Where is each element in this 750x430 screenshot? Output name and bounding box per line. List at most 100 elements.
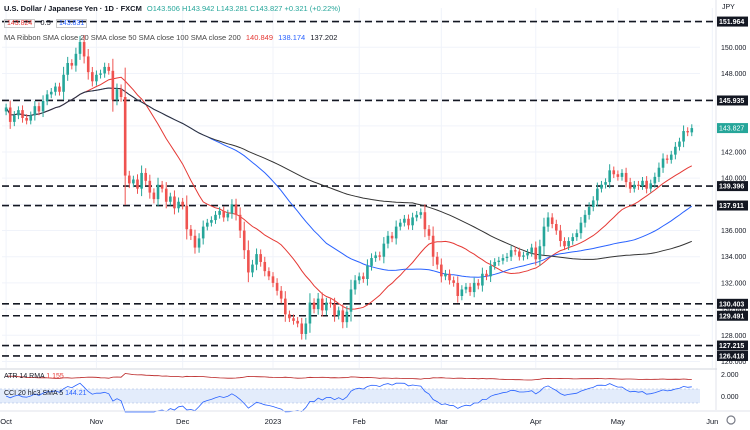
candle-body: [140, 172, 143, 189]
candle-body: [481, 273, 484, 286]
x-tick-label: Dec: [176, 417, 190, 426]
candle-body: [637, 184, 640, 187]
candle-body: [345, 311, 349, 323]
candle-body: [136, 179, 139, 189]
candle-body: [431, 235, 435, 257]
symbol-title[interactable]: U.S. Dollar / Japanese Yen · 1D · FXCM: [4, 4, 142, 13]
candle-body: [148, 180, 152, 193]
candle-body: [107, 66, 111, 71]
level-label: 145.935: [719, 98, 744, 105]
ask-price[interactable]: 143.831: [55, 19, 88, 28]
y-tick-label: 128.000: [721, 333, 746, 340]
candle-body: [505, 256, 509, 259]
cci-band: [0, 389, 700, 403]
candle-body: [173, 196, 176, 209]
candle-body: [575, 233, 579, 238]
candle-body: [41, 100, 45, 112]
candle-body: [103, 66, 106, 74]
candle-body: [435, 256, 439, 265]
candle-body: [382, 243, 386, 257]
settings-gear-icon[interactable]: [726, 415, 736, 425]
candle-body: [604, 182, 607, 185]
candle-body: [403, 218, 406, 223]
indicator-panel: 2.000 0.000: [0, 368, 739, 413]
candle-body: [612, 170, 616, 175]
candle-body: [353, 280, 357, 290]
candle-body: [452, 280, 455, 283]
candle-body: [304, 323, 308, 334]
candle-body: [123, 97, 127, 176]
candle-body: [189, 229, 193, 236]
candle-body: [616, 174, 620, 177]
candle-body: [394, 226, 398, 239]
candle-body: [669, 154, 673, 160]
candle-body: [407, 218, 410, 226]
level-tag: [717, 310, 748, 321]
candle-body: [193, 235, 197, 248]
candle-body: [267, 271, 271, 277]
ma-title[interactable]: MA Ribbon SMA close 20 SMA close 50 SMA …: [4, 33, 241, 42]
candle-body: [468, 286, 472, 293]
candle-body: [263, 261, 267, 272]
chart-grid: [2, 8, 713, 368]
candle-body: [567, 241, 570, 247]
candle-body: [538, 246, 542, 260]
candle-body: [296, 320, 299, 324]
candle-body: [78, 42, 82, 54]
y-tick-label: 126.000: [721, 359, 746, 366]
level-label: 127.215: [719, 343, 744, 350]
candle-body: [370, 258, 373, 266]
candle-body: [91, 72, 94, 82]
y-tick-label: 148.000: [721, 71, 746, 78]
candle-body: [559, 230, 562, 242]
candle-body: [4, 107, 8, 112]
candle-body: [591, 200, 595, 207]
candle-body: [127, 175, 131, 184]
cci-line: [5, 382, 692, 413]
candle-body: [292, 318, 295, 321]
candle-body: [653, 176, 657, 184]
ma-value-100: 137.202: [310, 33, 338, 42]
candle-body: [657, 167, 661, 177]
candle-body: [230, 204, 234, 214]
candle-body: [415, 214, 418, 218]
candle-body: [152, 192, 156, 200]
sma-100-line: [5, 87, 692, 260]
cci-label[interactable]: CCI 20 hlc3 SMA 5: [4, 390, 64, 397]
atr-legend: ATR 14 RMA 1.155: [4, 373, 64, 380]
candle-body: [649, 183, 653, 189]
candle-body: [440, 264, 443, 277]
candle-body: [275, 282, 279, 291]
y-tick-label: 130.000: [721, 307, 746, 314]
quote-row: 143.824 0.5 143.831: [4, 18, 90, 28]
candle-body: [563, 241, 566, 247]
candle-body: [633, 184, 636, 189]
candle-body: [390, 235, 394, 239]
ma-legend: MA Ribbon SMA close 20 SMA close 50 SMA …: [4, 33, 340, 42]
bid-price[interactable]: 143.824: [4, 19, 36, 28]
chart-header: U.S. Dollar / Japanese Yen · 1D · FXCM O…: [4, 4, 343, 13]
candle-body: [160, 184, 164, 189]
candle-body: [312, 302, 316, 310]
current-price-tag: [717, 123, 748, 134]
candle-body: [641, 180, 644, 187]
candle-body: [690, 128, 694, 133]
candle-body: [513, 250, 517, 252]
candle-body: [177, 201, 180, 209]
x-tick-label: 2023: [265, 417, 282, 426]
candle-body: [329, 302, 332, 304]
candle-body: [427, 229, 431, 236]
candle-body: [542, 226, 546, 247]
candle-body: [526, 252, 529, 256]
ma-value-20: 140.849: [245, 33, 274, 42]
spread-value: 0.5: [40, 18, 51, 27]
candle-body: [337, 310, 340, 316]
candles: [4, 35, 694, 340]
y-tick-label: 136.000: [721, 228, 746, 235]
y-tick-label: 134.000: [721, 254, 746, 261]
candle-body: [509, 250, 513, 257]
x-tick-label: Oct: [0, 417, 13, 426]
atr-label[interactable]: ATR 14 RMA: [4, 373, 45, 380]
candle-body: [169, 196, 172, 202]
